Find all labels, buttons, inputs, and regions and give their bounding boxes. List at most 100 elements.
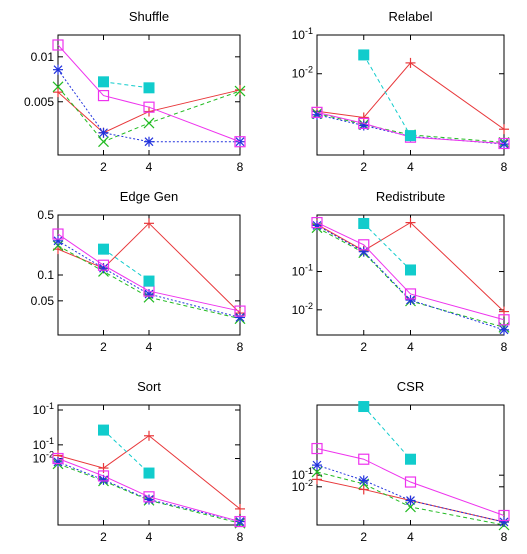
x-tick-label: 4 (407, 530, 414, 544)
series-line (316, 448, 505, 516)
x-tick-label: 2 (100, 340, 107, 354)
data-point-filled-square (98, 424, 109, 436)
data-point-plus (235, 84, 245, 95)
data-point-star (53, 456, 63, 467)
data-point-square (97, 259, 110, 271)
data-point-plus (499, 124, 509, 135)
data-point-star (144, 494, 154, 505)
data-point-square (143, 491, 155, 503)
data-point-filled-square (143, 82, 155, 94)
data-point-plus (405, 57, 416, 68)
data-point-filled-square (405, 264, 416, 276)
data-point-plus (144, 430, 154, 441)
data-point-star (98, 127, 109, 138)
series-line (316, 225, 505, 331)
series-line (57, 461, 241, 523)
series-line (57, 44, 241, 143)
data-point-plus (53, 87, 63, 98)
series-layer (52, 424, 246, 529)
data-point-square (358, 453, 370, 465)
series-layer (311, 401, 510, 531)
data-point-star (312, 220, 322, 231)
data-point-square (311, 106, 323, 118)
data-point-star (53, 235, 63, 246)
panel-title: Redistribute (376, 189, 445, 204)
data-point-star (405, 495, 416, 506)
x-tick-label: 8 (501, 160, 508, 174)
data-point-square (358, 239, 370, 251)
series-line (316, 62, 505, 130)
data-point-square (234, 136, 246, 148)
data-point-star (499, 324, 509, 335)
y-tick-label: 10-2 (33, 450, 54, 466)
data-point-star (312, 109, 322, 120)
data-point-filled-square (358, 217, 370, 229)
data-point-star (405, 295, 416, 306)
data-point-x (52, 81, 64, 93)
y-tick-label: 0.005 (24, 95, 54, 109)
x-tick-label: 4 (146, 530, 153, 544)
data-point-square (97, 89, 110, 102)
series-line (57, 222, 241, 314)
panel-title: Edge Gen (120, 189, 179, 204)
x-tick-label: 2 (100, 160, 107, 174)
x-tick-label: 2 (360, 160, 367, 174)
data-point-star (358, 475, 369, 486)
x-tick-label: 2 (360, 530, 367, 544)
series-line (57, 233, 241, 312)
data-point-square (52, 228, 64, 240)
panel-relabel: Relabel 2 4 8 10-1 10-2 (292, 9, 510, 174)
data-point-star (499, 516, 509, 527)
plot-frame (57, 214, 241, 336)
data-point-square (498, 509, 510, 522)
series-line (316, 464, 505, 523)
y-tick-label: 10-1 (292, 263, 313, 279)
data-point-square (143, 101, 155, 113)
series-layer (52, 39, 246, 148)
data-point-filled-square (98, 243, 109, 255)
series-line (57, 245, 241, 320)
data-point-star (358, 246, 369, 257)
data-point-square (311, 216, 323, 229)
series-line (57, 69, 240, 143)
series-line (57, 86, 241, 143)
y-tick-label: 0.5 (37, 208, 54, 222)
x-tick-label: 8 (237, 530, 244, 544)
y-tick-label: 10-2 (292, 301, 313, 317)
data-point-star (53, 64, 63, 75)
x-tick-label: 4 (146, 160, 153, 174)
series-line (57, 89, 241, 134)
data-point-square (498, 314, 510, 326)
x-tick-label: 8 (237, 160, 244, 174)
plot-frame (57, 404, 241, 526)
data-point-square (52, 39, 64, 51)
data-point-plus (98, 463, 109, 474)
panel-title: Sort (137, 379, 161, 394)
series-line (57, 458, 241, 523)
y-tick-label: 10-2 (292, 478, 313, 494)
data-point-x (234, 85, 246, 97)
panel-edge-gen: Edge Gen 2 4 8 0.5 0.1 0.05 (31, 189, 246, 354)
data-point-square (311, 442, 323, 455)
panel-title: CSR (397, 379, 424, 394)
data-point-filled-square (98, 76, 109, 88)
series-layer (52, 218, 246, 325)
data-point-star (235, 312, 245, 323)
y-tick-label: 10-1 (292, 466, 313, 482)
x-tick-label: 4 (407, 160, 414, 174)
x-tick-label: 8 (501, 530, 508, 544)
panel-redistribute: Redistribute 2 4 8 10-1 10-2 (292, 189, 510, 354)
series-line (316, 111, 505, 144)
series-layer (311, 216, 510, 335)
series-line (103, 429, 150, 474)
x-tick-label: 2 (100, 530, 107, 544)
data-point-filled-square (143, 275, 155, 287)
data-point-square (234, 305, 246, 317)
y-tick-label: 0.05 (31, 294, 55, 308)
panel-title: Relabel (388, 9, 432, 24)
series-line (363, 406, 411, 460)
data-point-square (404, 288, 417, 300)
series-line (57, 240, 241, 318)
y-tick-label: 10-1 (33, 401, 54, 417)
